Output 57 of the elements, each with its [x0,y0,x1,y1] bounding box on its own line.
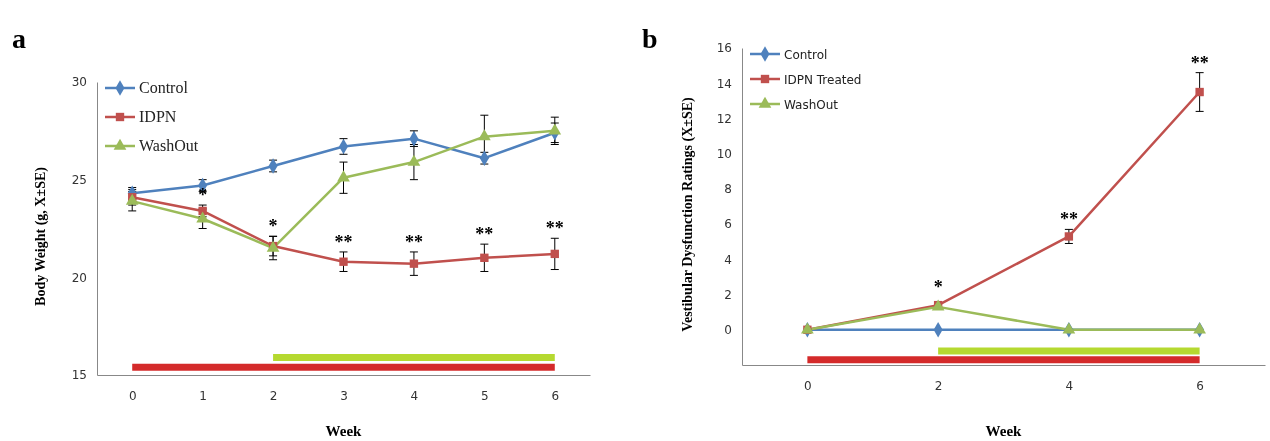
x-tick-label: 6 [551,388,560,403]
y-tick-label: 12 [716,111,732,126]
y-axis-title: Body Weight (g, X±SE) [33,166,49,306]
y-tick-label: 2 [724,287,732,302]
x-tick-label: 4 [410,388,419,403]
point [339,257,348,266]
annotation: ** [404,231,423,252]
x-tick-label: 3 [340,388,348,403]
annotation: ** [475,224,494,245]
y-tick-label: 25 [71,173,87,188]
x-axis-title: Week [985,423,1023,439]
point [409,259,419,268]
y-tick-label: 14 [716,76,732,91]
legend-label: Control [784,48,828,62]
point [478,129,491,141]
y-tick-label: 10 [716,147,732,162]
x-axis-title: Week [325,423,363,439]
annotation: ** [1190,52,1209,73]
y-tick-label: 4 [724,252,732,267]
x-tick-label: 2 [269,388,278,403]
y-tick-label: 8 [724,182,732,197]
chart-title: a [12,23,26,54]
annotation: ** [1059,209,1078,230]
point [1193,322,1206,334]
point [1062,322,1076,334]
point [407,154,421,166]
legend-label: Control [139,79,189,96]
annotation: ** [545,218,564,239]
legend-label: IDPN [139,108,177,125]
y-tick-label: 16 [716,41,732,56]
x-tick-label: 0 [804,378,812,393]
x-tick-label: 5 [481,388,489,403]
point [1195,87,1204,97]
point [548,123,562,135]
annotation: * [268,216,278,237]
legend-label: WashOut [784,98,839,112]
y-tick-label: 15 [71,368,87,383]
annotation: ** [334,231,353,252]
y-tick-label: 0 [724,323,732,338]
point [550,249,559,259]
y-tick-label: 20 [71,270,87,285]
y-tick-label: 6 [724,217,732,232]
chart-title: b [642,23,658,54]
point [196,211,209,223]
legend-label: IDPN Treated [784,73,862,87]
point [337,170,350,182]
point [480,253,489,262]
y-axis-title: Vestibular Dysfunction Ratings (X±SE) [680,96,696,332]
y-tick-label: 30 [71,75,87,90]
x-tick-label: 6 [1196,378,1204,393]
x-tick-label: 1 [199,388,207,403]
legend-label: WashOut [139,137,199,154]
point [1064,232,1074,241]
x-tick-label: 4 [1065,378,1074,393]
x-tick-label: 2 [934,378,943,393]
x-tick-label: 0 [128,388,137,403]
annotation: * [933,277,943,298]
